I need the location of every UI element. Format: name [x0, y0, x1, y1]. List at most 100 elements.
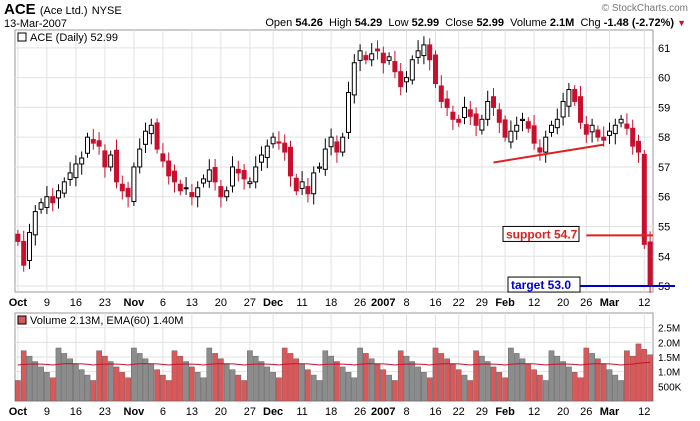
candle-up: [85, 136, 90, 154]
candle-up: [508, 130, 514, 143]
volume-x-tick-label: Feb: [495, 406, 515, 418]
candle-up: [357, 50, 363, 61]
volume-bar: [322, 350, 329, 402]
candle-up: [61, 181, 67, 194]
volume-x-tick-label: 2007: [371, 406, 395, 418]
uptrend-line: [493, 143, 604, 164]
candle-up: [607, 130, 612, 136]
candle-down: [288, 146, 293, 177]
candle-down: [293, 177, 299, 192]
candle-up: [386, 56, 392, 61]
price-x-tick-label: 11: [296, 297, 307, 309]
candle-up: [73, 163, 79, 179]
volume-bar: [519, 358, 526, 402]
volume-bar: [542, 380, 549, 402]
volume-bar: [293, 358, 300, 402]
volume-x-tick-label: Dec: [263, 406, 283, 418]
volume-bar: [165, 380, 172, 402]
candle-up: [38, 202, 44, 210]
candle-down: [50, 196, 56, 204]
candle-down: [531, 125, 537, 144]
volume-bar: [403, 355, 410, 402]
change-value: -1.48 (-2.72%): [603, 17, 675, 29]
volume-bar: [212, 353, 218, 402]
price-x-tick-label: 16: [429, 297, 441, 309]
candle-up: [311, 172, 317, 195]
candle-up: [322, 148, 328, 170]
price-x-tick-label: Oct: [9, 297, 28, 309]
candle-up: [56, 190, 61, 199]
candle-up: [44, 196, 50, 208]
volume-bar: [299, 364, 305, 402]
volume-bar: [583, 347, 590, 402]
candle-up: [479, 118, 485, 131]
candle-up: [421, 44, 427, 57]
volume-bar: [334, 361, 340, 402]
volume-bar: [421, 372, 427, 402]
volume-bar: [502, 377, 508, 402]
volume-x-tick-label: 27: [244, 406, 256, 418]
volume-bar: [20, 350, 27, 402]
price-x-tick-label: 20: [557, 297, 569, 309]
volume-bar: [450, 364, 456, 402]
candle-down: [647, 241, 653, 287]
volume-bar: [328, 355, 334, 402]
volume-x-tick-label: 9: [44, 406, 50, 418]
candle-down: [427, 44, 433, 61]
price-x-tick-label: 2007: [371, 297, 395, 309]
candle-down: [21, 240, 27, 266]
volume-bar: [136, 353, 143, 402]
candle-down: [578, 96, 583, 123]
candle-up: [27, 231, 32, 261]
price-x-tick-label: 22: [453, 297, 465, 309]
price-x-tick-label: Mar: [600, 297, 620, 309]
candle-down: [473, 113, 479, 126]
candle-down: [172, 170, 177, 183]
volume-bar: [49, 377, 56, 402]
volume-x-tick-label: 29: [476, 406, 488, 418]
target-label: target 53.0: [511, 278, 571, 292]
volume-bar: [624, 350, 630, 402]
candle-up: [520, 118, 525, 122]
volume-bar: [409, 361, 416, 402]
candle-down: [444, 98, 450, 108]
close-label: Close: [445, 17, 474, 29]
symbol-title: ACE (Ace Ltd.) NYSE: [4, 1, 122, 18]
volume-x-tick-label: 26: [580, 406, 592, 418]
volume-bar: [374, 364, 381, 402]
volume-bar: [351, 377, 358, 402]
volume-bar: [566, 366, 572, 402]
volume-bar: [571, 372, 578, 402]
candle-down: [235, 168, 241, 174]
price-y-tick-label: 54: [658, 251, 670, 263]
volume-bar: [73, 364, 79, 402]
candle-up: [409, 59, 415, 81]
candle-down: [102, 150, 108, 168]
volume-bar: [247, 350, 253, 402]
volume-label: Volume: [510, 17, 547, 29]
candle-up: [514, 124, 520, 132]
candle-down: [154, 122, 160, 150]
volume-bar: [467, 380, 474, 402]
low-value: 52.99: [411, 17, 440, 29]
candle-up: [259, 154, 264, 163]
high-label: High: [329, 17, 352, 29]
target-label-box: [507, 276, 581, 293]
candle-up: [566, 89, 572, 107]
volume-bar: [554, 355, 561, 402]
volume-ema-line: [17, 361, 651, 366]
candle-up: [148, 124, 154, 135]
price-x-tick-label: Dec: [263, 297, 283, 309]
volume-bar: [635, 343, 642, 402]
candle-down: [90, 139, 96, 144]
volume-bar: [15, 380, 21, 402]
volume-bar: [531, 369, 537, 402]
volume-bar: [612, 374, 619, 402]
candle-down: [363, 55, 369, 61]
candle-down: [166, 160, 172, 177]
volume-x-tick-label: 20: [215, 406, 227, 418]
open-label: Open: [265, 17, 293, 29]
volume-legend: Volume 2.13M, EMA(60) 1.40M: [30, 315, 183, 327]
candle-up: [369, 53, 375, 61]
support-label: support 54.7: [506, 227, 578, 241]
